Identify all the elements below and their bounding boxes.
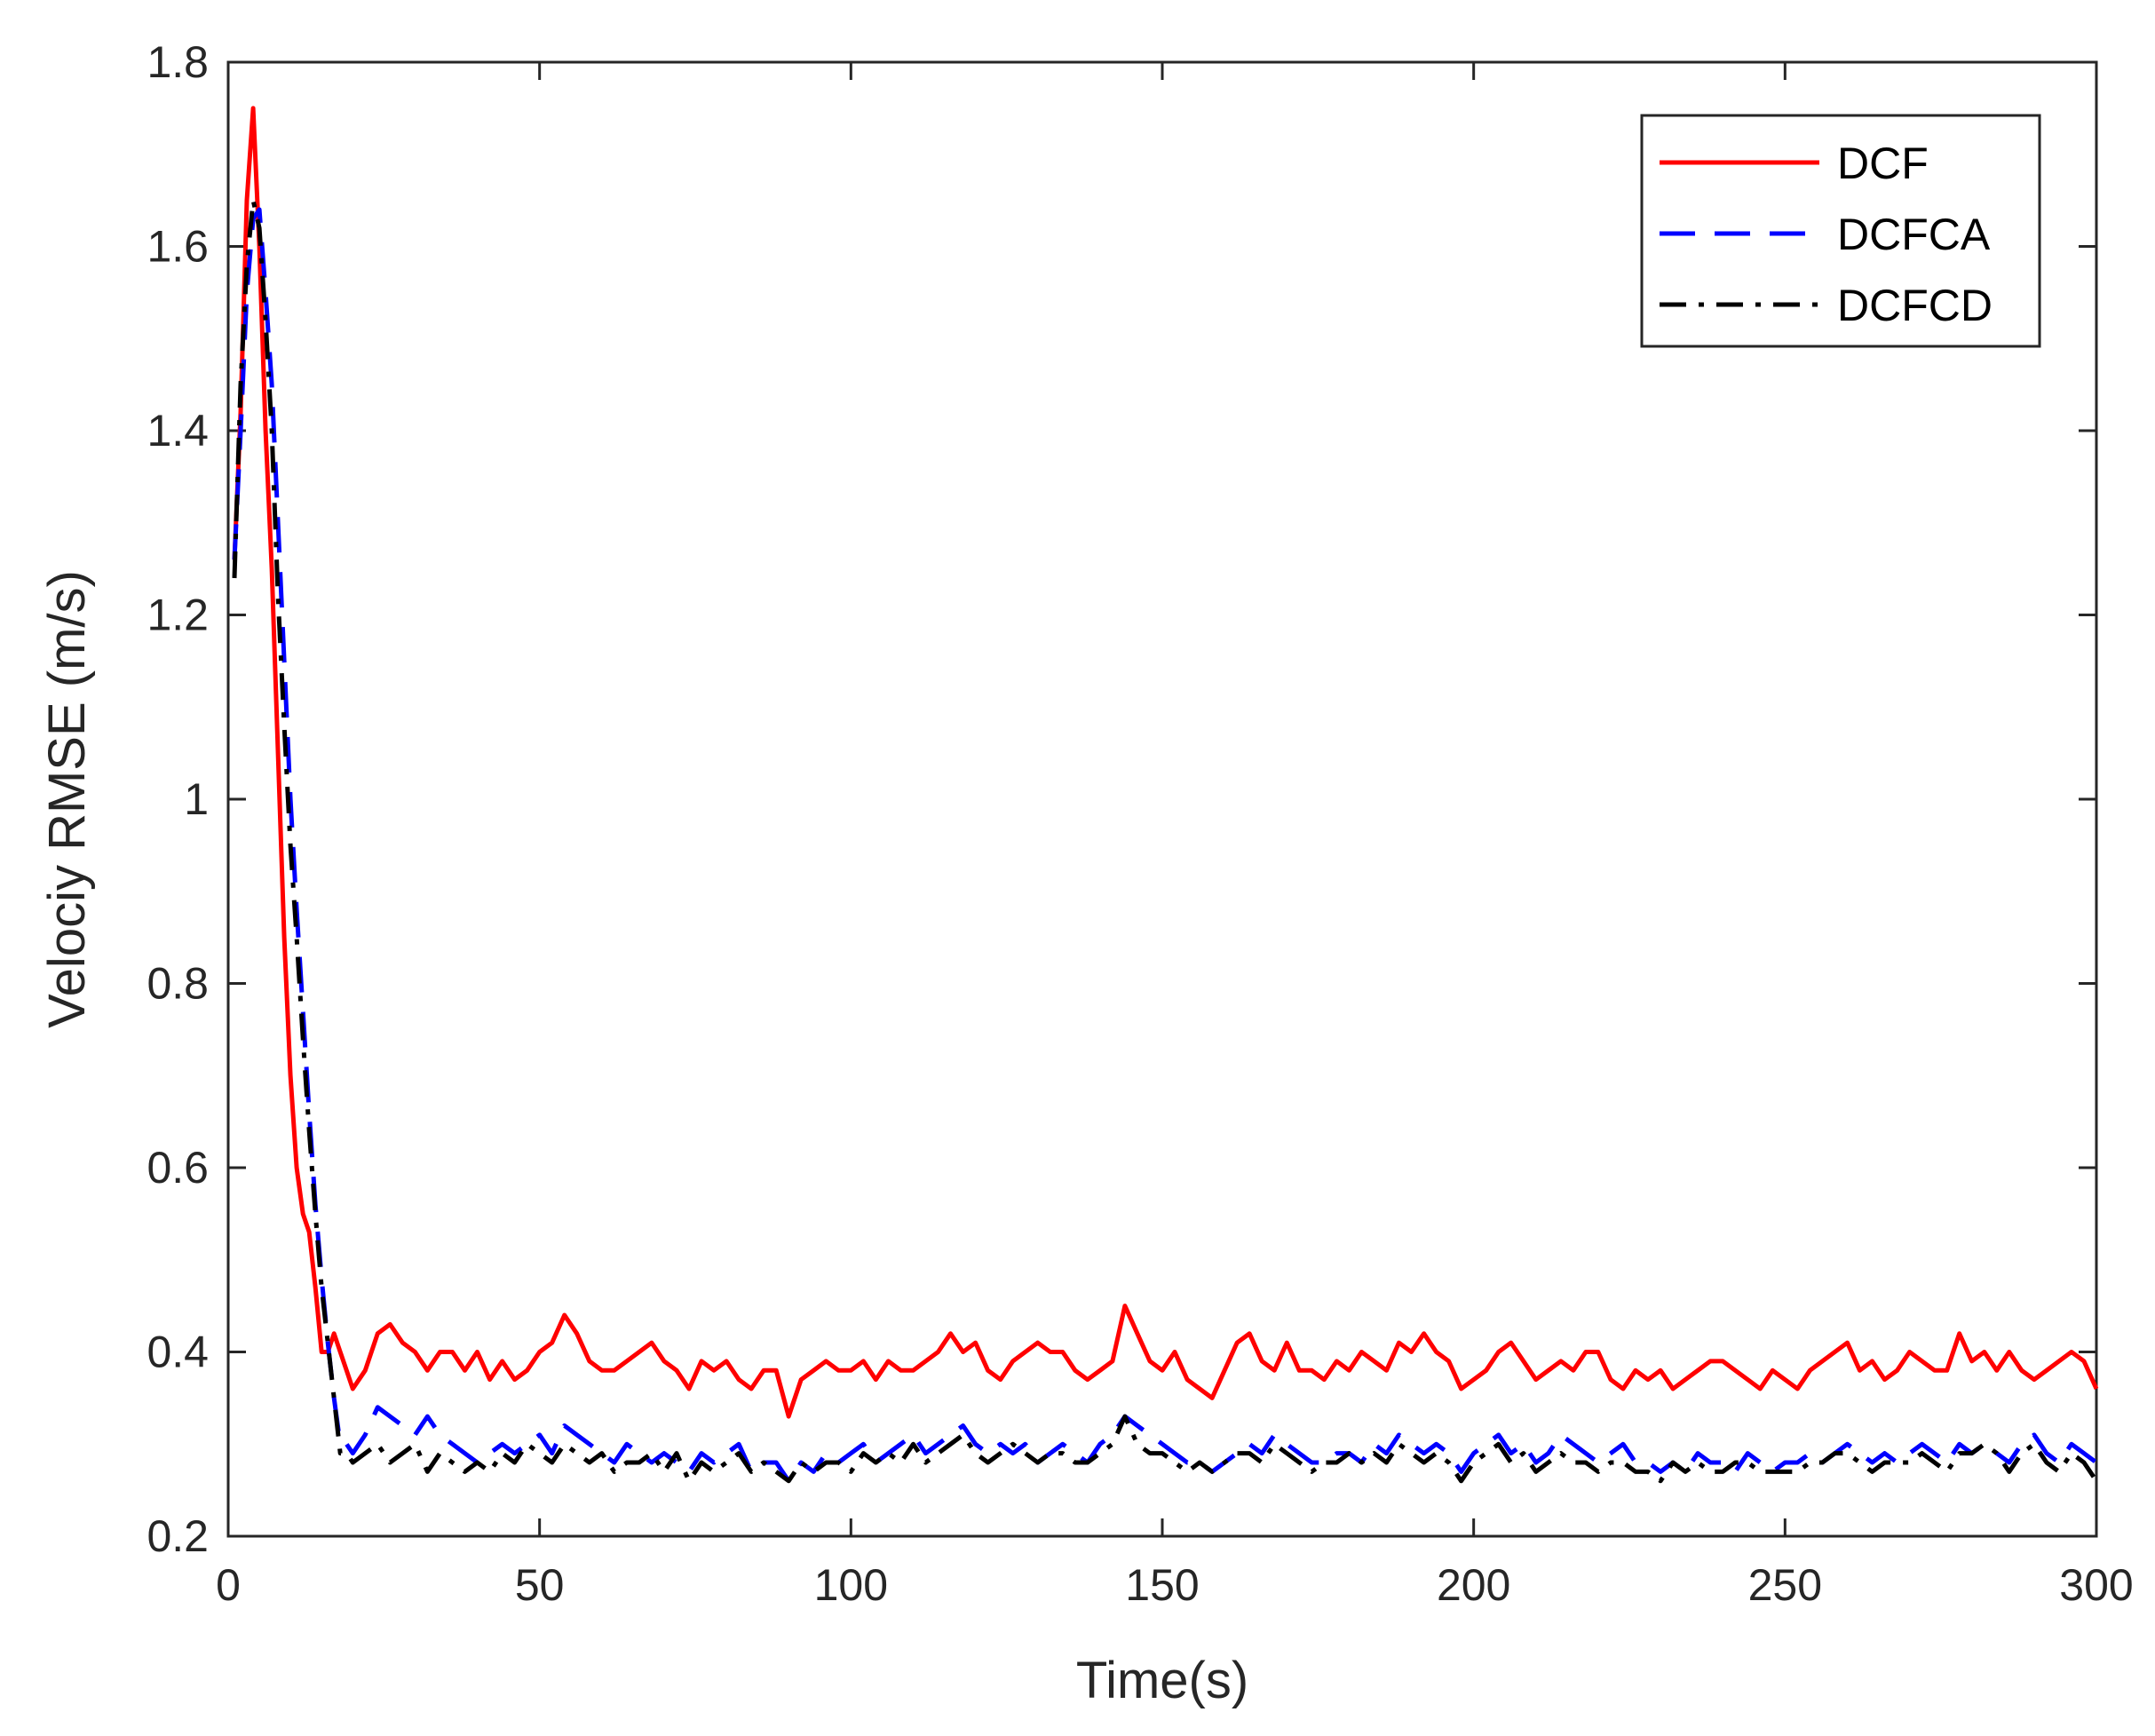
legend: DCF DCFCA DCFCD — [1640, 114, 2041, 348]
legend-box — [1640, 114, 2041, 348]
y-tick-label: 1.6 — [147, 222, 209, 272]
series-lines — [232, 106, 2099, 1484]
legend-label-dcfcd: DCFCD — [1837, 281, 1993, 330]
x-tick-label: 300 — [2059, 1560, 2133, 1610]
x-tick-label: 200 — [1437, 1560, 1510, 1610]
y-tick-label: 1.2 — [147, 591, 209, 640]
legend-label-dcf: DCF — [1837, 139, 1929, 188]
x-tick-label: 50 — [515, 1560, 565, 1610]
y-axis-title: Velociy RMSE (m/s) — [38, 570, 96, 1028]
y-tick-label: 1.8 — [147, 37, 209, 87]
y-tick-label: 0.4 — [147, 1328, 209, 1377]
series-line-dcfcd — [232, 198, 2099, 1484]
legend-items: DCF DCFCA DCFCD — [1660, 139, 1993, 330]
legend-label-dcfca: DCFCA — [1837, 210, 1991, 259]
y-tick-label: 0.8 — [147, 959, 209, 1009]
series-line-dcf — [232, 106, 2099, 1419]
y-tick-label: 0.6 — [147, 1143, 209, 1193]
axis-ticks: 0 50 100 150 200 250 300 0.2 0.4 0.6 0.8 1 1.2 1.4 1.6… — [147, 37, 2133, 1610]
y-tick-label: 1 — [184, 774, 209, 824]
x-axis-title: Time(s) — [1076, 1652, 1248, 1709]
y-tick-label: 0.2 — [147, 1511, 209, 1561]
x-tick-label: 0 — [216, 1560, 241, 1610]
x-tick-label: 150 — [1125, 1560, 1199, 1610]
x-tick-label: 250 — [1748, 1560, 1822, 1610]
x-tick-label: 100 — [814, 1560, 888, 1610]
y-tick-label: 1.4 — [147, 406, 209, 456]
